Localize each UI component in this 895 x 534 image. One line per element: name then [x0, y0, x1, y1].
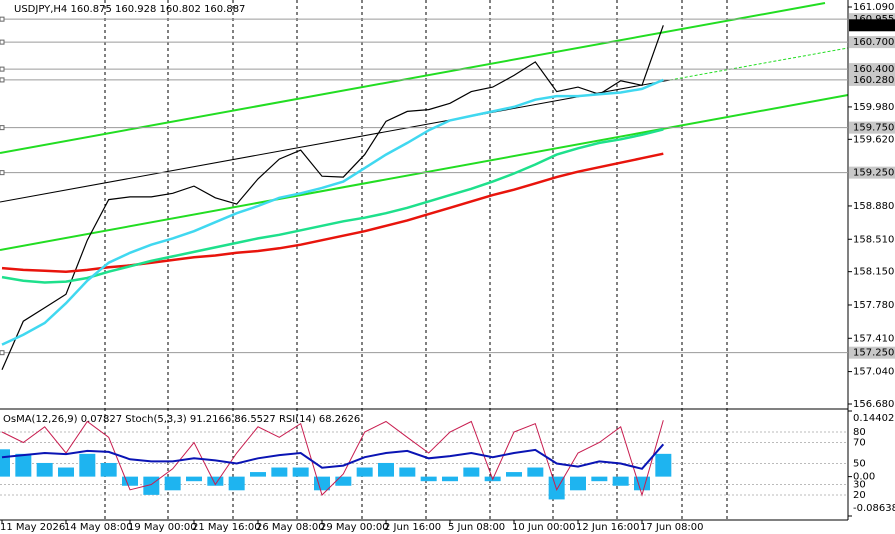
x-tick-label: 11 May 2026	[0, 522, 65, 533]
period-separators	[104, 0, 728, 520]
x-tick-label: 19 May 00:00	[128, 522, 197, 533]
y-tick-label: 161.090	[853, 2, 894, 13]
x-tick-label: 10 Jun 00:00	[512, 522, 576, 533]
osma-bar	[612, 476, 629, 486]
level-label: 160.280	[853, 75, 894, 86]
indicator-title: OsMA(12,26,9) 0.07827 Stoch(5,3,3) 91.21…	[3, 414, 360, 425]
osma-bar	[570, 476, 586, 491]
level-marker	[0, 350, 5, 356]
level-label: 159.250	[853, 168, 894, 179]
osma-bar	[100, 462, 117, 477]
level-label: 159.750	[853, 123, 894, 134]
y2-tick-label: 0.00	[853, 472, 875, 483]
x-tick-label: 2 Jun 16:00	[384, 522, 441, 533]
y-tick-label: 157.410	[853, 333, 894, 344]
x-tick-label: 29 May 00:00	[320, 522, 389, 533]
level-box	[849, 73, 895, 86]
level-box	[849, 166, 895, 179]
y-tick-label: 30	[853, 480, 866, 491]
osma-bar	[356, 467, 373, 477]
level-marker	[0, 16, 5, 22]
y-tick-label: 157.040	[853, 367, 894, 378]
level-box	[849, 63, 895, 76]
osma-bar	[250, 472, 266, 477]
osma-bar	[186, 476, 202, 482]
osma-bar	[58, 467, 74, 477]
level-marker	[0, 39, 5, 45]
osma-bar	[378, 462, 394, 477]
level-marker	[0, 125, 5, 131]
level-marker	[0, 170, 5, 176]
osma-bar	[0, 449, 10, 477]
y-tick-label: 70	[853, 438, 866, 449]
level-label: 157.250	[853, 348, 894, 359]
stoch-line	[1, 420, 664, 497]
ma-line	[1, 78, 664, 346]
osma-bar	[399, 467, 416, 477]
level-box	[849, 121, 895, 134]
y-tick-label: 50	[853, 459, 866, 470]
osma-bar	[292, 467, 309, 477]
osma-bar	[463, 467, 480, 477]
ma-line	[1, 128, 664, 284]
y-tick-label: 20	[853, 490, 866, 501]
osma-bar	[335, 476, 352, 486]
current-price-box	[849, 19, 895, 32]
x-tick-label: 5 Jun 08:00	[448, 522, 505, 533]
osma-bar	[36, 462, 53, 477]
y-tick-label: 158.880	[853, 201, 894, 212]
y2-tick-label: -0.08638	[853, 503, 895, 514]
osma-bar	[527, 467, 544, 477]
y2-tick-label: 0.14402	[853, 413, 894, 424]
x-tick-label: 26 May 08:00	[256, 522, 325, 533]
osma-bar	[655, 453, 672, 477]
x-tick-label: 12 Jun 16:00	[576, 522, 640, 533]
y-tick-label: 80	[853, 427, 866, 438]
osma-bar	[591, 476, 608, 482]
osma-bar	[506, 472, 522, 477]
rsi-line	[1, 443, 665, 470]
level-marker	[0, 77, 5, 83]
osma-bar	[122, 476, 138, 486]
y-tick-label: 158.150	[853, 267, 894, 278]
y-tick-label: 159.620	[853, 134, 894, 145]
x-tick-label: 17 Jun 08:00	[640, 522, 704, 533]
osma-bar	[420, 476, 437, 482]
osma-bar	[79, 453, 96, 477]
level-marker	[0, 66, 5, 72]
y-tick-label: 159.980	[853, 102, 894, 113]
osma-bar	[15, 453, 32, 477]
level-label: 160.700	[853, 37, 894, 48]
y-tick-label: 158.510	[853, 234, 894, 245]
level-label: 160.400	[853, 64, 894, 75]
osma-bar	[164, 476, 181, 491]
ma-line	[1, 152, 664, 273]
chart-title: USDJPY,H4 160.875 160.928 160.802 160.88…	[14, 4, 245, 15]
y-tick-label: 156.680	[853, 399, 894, 410]
current-price-label: 160.887	[853, 20, 894, 31]
x-tick-label: 21 May 16:00	[192, 522, 261, 533]
level-box	[849, 346, 895, 359]
osma-bar	[207, 476, 224, 486]
osma-bar	[442, 476, 458, 482]
trend-channel	[0, 2, 849, 251]
osma-bar	[271, 467, 288, 477]
y-tick-label: 157.780	[853, 300, 894, 311]
osma-bar	[228, 476, 245, 491]
x-tick-label: 14 May 08:00	[64, 522, 133, 533]
osma-bar	[314, 476, 330, 491]
price-line	[1, 25, 664, 371]
level-box	[849, 36, 895, 49]
